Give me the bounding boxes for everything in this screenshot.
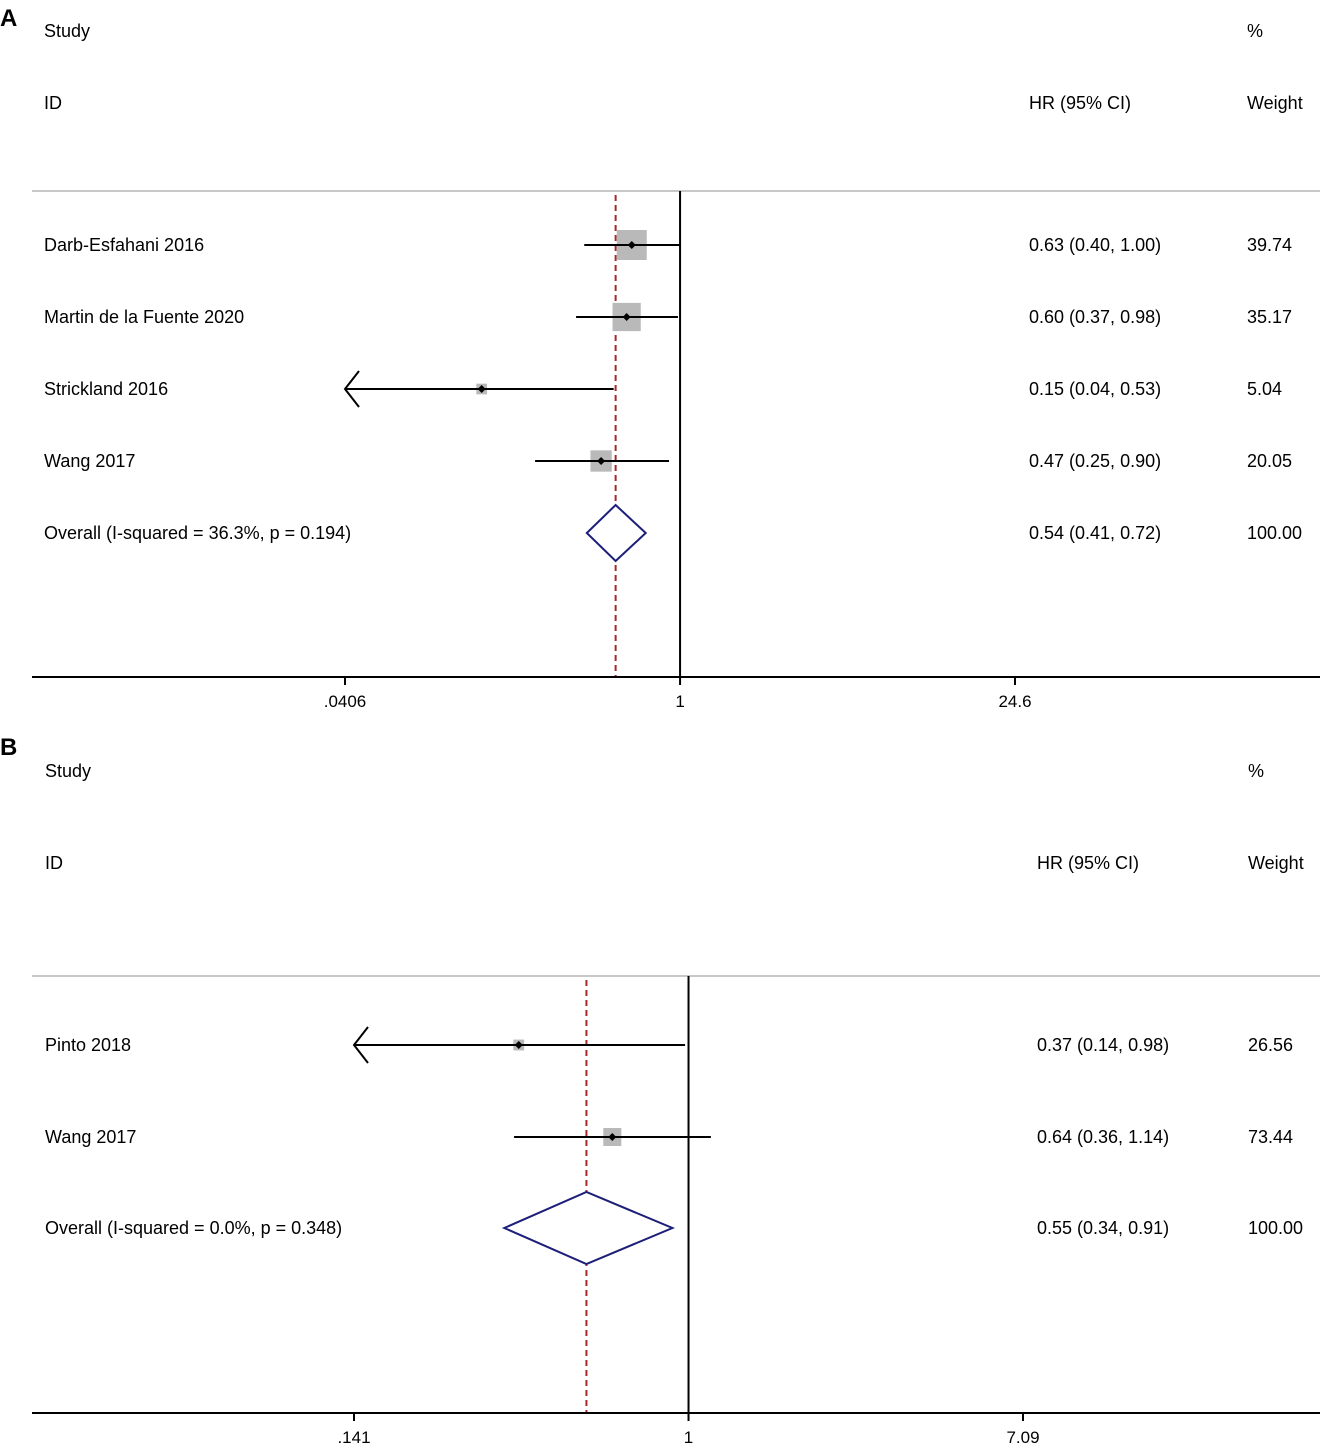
study-label: Darb-Esfahani 2016 [44, 235, 204, 255]
header-percent: % [1248, 761, 1264, 781]
study-hr-ci: 0.63 (0.40, 1.00) [1029, 235, 1161, 255]
x-tick-label: 1 [684, 1428, 693, 1447]
overall-hr-ci: 0.55 (0.34, 0.91) [1037, 1218, 1169, 1238]
study-label: Wang 2017 [44, 451, 135, 471]
point-estimate [608, 1133, 617, 1141]
point-estimate [514, 1041, 523, 1049]
study-label: Martin de la Fuente 2020 [44, 307, 244, 327]
header-study: Study [45, 761, 91, 781]
x-tick-label: .141 [337, 1428, 370, 1447]
overall-label: Overall (I-squared = 36.3%, p = 0.194) [44, 523, 351, 543]
header-hr-ci: HR (95% CI) [1029, 93, 1131, 113]
study-label: Wang 2017 [45, 1127, 136, 1147]
header-hr-ci: HR (95% CI) [1037, 853, 1139, 873]
overall-label: Overall (I-squared = 0.0%, p = 0.348) [45, 1218, 342, 1238]
header-study: Study [44, 21, 90, 41]
study-hr-ci: 0.15 (0.04, 0.53) [1029, 379, 1161, 399]
x-tick-label: 7.09 [1006, 1428, 1039, 1447]
point-estimate [622, 313, 631, 321]
header-percent: % [1247, 21, 1263, 41]
x-tick-label: 1 [675, 692, 684, 711]
x-tick-label: 24.6 [998, 692, 1031, 711]
study-hr-ci: 0.60 (0.37, 0.98) [1029, 307, 1161, 327]
overall-weight: 100.00 [1247, 523, 1302, 543]
header-weight: Weight [1248, 853, 1304, 873]
point-estimate [627, 241, 636, 249]
overall-hr-ci: 0.54 (0.41, 0.72) [1029, 523, 1161, 543]
panel-label: B [0, 734, 17, 761]
header-id: ID [44, 93, 62, 113]
study-weight: 26.56 [1248, 1035, 1293, 1055]
header-id: ID [45, 853, 63, 873]
study-label: Strickland 2016 [44, 379, 168, 399]
study-hr-ci: 0.64 (0.36, 1.14) [1037, 1127, 1169, 1147]
overall-diamond [501, 1190, 676, 1266]
study-weight: 73.44 [1248, 1127, 1293, 1147]
panel-a: A Study ID HR (95% CI)% Weight Darb-Esfahani … [0, 5, 1320, 711]
overall-weight: 100.00 [1248, 1218, 1303, 1238]
study-weight: 5.04 [1247, 379, 1282, 399]
point-estimate [597, 457, 606, 465]
study-hr-ci: 0.37 (0.14, 0.98) [1037, 1035, 1169, 1055]
study-weight: 20.05 [1247, 451, 1292, 471]
overall-diamond [585, 503, 648, 563]
panel-label: A [0, 5, 17, 32]
study-hr-ci: 0.47 (0.25, 0.90) [1029, 451, 1161, 471]
study-label: Pinto 2018 [45, 1035, 131, 1055]
ci-truncation-arrow [343, 370, 360, 408]
x-tick-label: .0406 [324, 692, 367, 711]
panel-b: B Study ID HR (95% CI)% Weight Pinto 2018 0.37… [0, 734, 1320, 1447]
study-weight: 35.17 [1247, 307, 1292, 327]
study-weight: 39.74 [1247, 235, 1292, 255]
header-weight: Weight [1247, 93, 1303, 113]
point-estimate [477, 385, 486, 393]
ci-truncation-arrow [352, 1026, 369, 1064]
